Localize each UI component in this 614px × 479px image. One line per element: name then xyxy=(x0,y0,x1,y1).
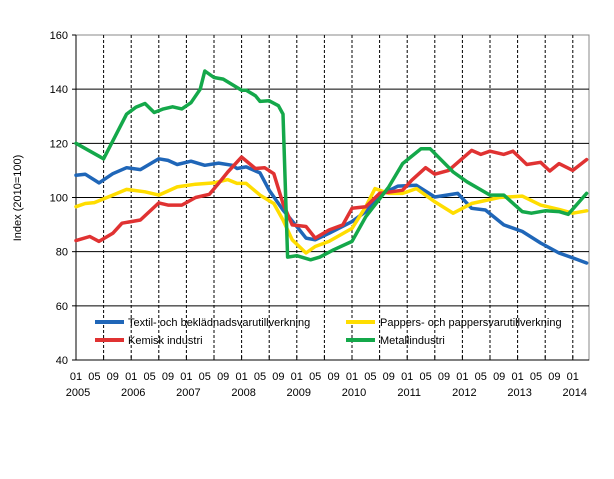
x-tick-label: 05 xyxy=(419,371,431,383)
x-tick-label: 05 xyxy=(143,371,155,383)
x-tick-label: 09 xyxy=(383,371,395,383)
y-tick-label: 40 xyxy=(56,355,68,367)
x-tick-label: 01 xyxy=(456,371,468,383)
x-year-label: 2010 xyxy=(342,387,366,399)
x-year-label: 2014 xyxy=(563,387,587,399)
x-tick-label: 05 xyxy=(88,371,100,383)
series-line-3 xyxy=(74,148,589,244)
x-tick-label: 05 xyxy=(254,371,266,383)
series-lines xyxy=(74,69,589,265)
legend-label-kemisk: Kemisk industri xyxy=(128,335,203,347)
x-year-label: 2005 xyxy=(66,387,90,399)
y-tick-label: 160 xyxy=(50,30,68,42)
x-year-label: 2011 xyxy=(397,387,421,399)
x-tick-label: 09 xyxy=(327,371,339,383)
x-tick-label: 09 xyxy=(493,371,505,383)
x-year-label: 2007 xyxy=(176,387,200,399)
x-tick-label: 05 xyxy=(364,371,376,383)
legend-label-pappers: Pappers- och pappersvarutillverkning xyxy=(380,317,562,329)
x-tick-label: 09 xyxy=(548,371,560,383)
y-axis-label: Index (2010=100) xyxy=(12,155,24,242)
y-tick-label: 60 xyxy=(56,301,68,313)
x-year-label: 2013 xyxy=(507,387,531,399)
x-tick-label: 09 xyxy=(438,371,450,383)
x-tick-label: 01 xyxy=(567,371,579,383)
x-tick-label: 05 xyxy=(530,371,542,383)
x-tick-label: 05 xyxy=(475,371,487,383)
x-tick-label: 09 xyxy=(162,371,174,383)
x-tick-label: 01 xyxy=(125,371,137,383)
y-tick-label: 120 xyxy=(50,138,68,150)
y-tick-label: 100 xyxy=(50,193,68,205)
x-tick-label: 05 xyxy=(309,371,321,383)
series-line-2 xyxy=(74,177,589,255)
x-year-label: 2009 xyxy=(287,387,311,399)
x-year-label: 2006 xyxy=(121,387,145,399)
x-tick-label: 09 xyxy=(272,371,284,383)
x-tick-label: 01 xyxy=(511,371,523,383)
x-tick-label: 01 xyxy=(235,371,247,383)
x-tick-label: 05 xyxy=(199,371,211,383)
x-tick-label: 09 xyxy=(107,371,119,383)
x-year-label: 2008 xyxy=(231,387,255,399)
series-line-4 xyxy=(74,69,589,262)
x-tick-label: 01 xyxy=(401,371,413,383)
x-tick-label: 01 xyxy=(70,371,82,383)
x-tick-label: 09 xyxy=(217,371,229,383)
legend-label-metall: Metallindustri xyxy=(380,335,445,347)
y-axis: 40 60 80 100 120 140 160 xyxy=(50,30,77,367)
y-tick-label: 140 xyxy=(50,84,68,96)
legend-label-textil: Textil- och beklädnadsvarutillverkning xyxy=(128,317,310,329)
x-year-label: 2012 xyxy=(452,387,476,399)
x-tick-label: 01 xyxy=(180,371,192,383)
x-tick-label: 01 xyxy=(346,371,358,383)
x-tick-label: 01 xyxy=(291,371,303,383)
legend: Textil- och beklädnadsvarutillverkning P… xyxy=(95,317,562,347)
y-tick-label: 80 xyxy=(56,247,68,259)
